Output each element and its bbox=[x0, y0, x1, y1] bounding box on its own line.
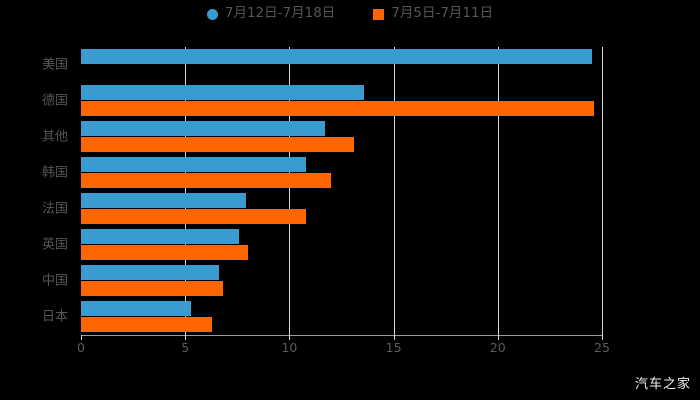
bar-row: 其他 bbox=[42, 119, 602, 155]
square-marker-icon bbox=[373, 8, 385, 20]
x-tick-label: 15 bbox=[385, 340, 402, 355]
bar-row: 英国 bbox=[42, 227, 602, 263]
gridline bbox=[602, 47, 603, 335]
x-tick-label: 20 bbox=[489, 340, 506, 355]
x-tick-mark bbox=[81, 335, 82, 340]
y-axis-category-label: 德国 bbox=[41, 93, 68, 109]
y-axis-category-label: 法国 bbox=[41, 201, 68, 217]
bar-series-1[interactable] bbox=[81, 229, 240, 244]
bar-series-2[interactable] bbox=[81, 173, 332, 188]
plot-area: 0 5 10 15 20 25 美国德国其他韩国法国英国中国日本 bbox=[42, 47, 610, 354]
gridline bbox=[289, 47, 291, 335]
bar-series-1[interactable] bbox=[81, 265, 219, 280]
bar-series-2[interactable] bbox=[81, 209, 307, 224]
x-tick-mark bbox=[602, 335, 603, 340]
bar-series-2[interactable] bbox=[81, 137, 354, 152]
y-axis-category-label: 英国 bbox=[41, 237, 68, 253]
x-tick-label: 25 bbox=[594, 340, 610, 355]
x-tick-mark bbox=[393, 335, 395, 340]
bar-series-1[interactable] bbox=[81, 49, 592, 64]
legend-item-series-1[interactable]: 7月12日-7月18日 bbox=[206, 5, 336, 22]
bar-row: 法国 bbox=[42, 191, 602, 227]
legend-item-series-2[interactable]: 7月5日-7月11日 bbox=[373, 7, 493, 21]
x-tick-mark bbox=[185, 335, 187, 340]
y-axis-category-label: 其他 bbox=[41, 129, 68, 145]
gridline bbox=[185, 47, 187, 335]
x-tick-mark bbox=[497, 335, 499, 340]
y-axis-category-label: 中国 bbox=[41, 273, 68, 289]
gridline bbox=[497, 47, 499, 335]
bar-row: 美国 bbox=[42, 47, 602, 83]
bar-series-1[interactable] bbox=[81, 85, 365, 100]
legend-label-series-2: 7月5日-7月11日 bbox=[391, 5, 494, 22]
x-axis-line bbox=[81, 335, 602, 336]
x-tick-label: 10 bbox=[281, 340, 298, 355]
bar-series-1[interactable] bbox=[81, 157, 307, 172]
bar-row: 中国 bbox=[42, 263, 602, 299]
bar-series-2[interactable] bbox=[81, 245, 248, 260]
bar-row: 韩国 bbox=[42, 155, 602, 191]
watermark-label: 汽车之家 bbox=[634, 377, 691, 392]
bar-row: 德国 bbox=[42, 83, 602, 119]
circle-marker-icon bbox=[206, 8, 218, 20]
y-axis-category-label: 美国 bbox=[41, 57, 68, 73]
x-tick-label: 0 bbox=[77, 340, 85, 355]
bar-series-1[interactable] bbox=[81, 193, 246, 208]
bar-series-2[interactable] bbox=[81, 281, 223, 296]
bar-row: 日本 bbox=[42, 299, 602, 335]
y-axis-category-label: 日本 bbox=[41, 309, 68, 325]
bar-series-2[interactable] bbox=[81, 101, 594, 116]
x-tick-mark bbox=[289, 335, 291, 340]
bar-series-2[interactable] bbox=[81, 317, 213, 332]
chart-legend: 7月12日-7月18日 7月5日-7月11日 bbox=[0, 0, 700, 28]
gridline bbox=[393, 47, 395, 335]
bar-series-1[interactable] bbox=[81, 301, 192, 316]
y-axis-category-label: 韩国 bbox=[41, 165, 68, 181]
legend-label-series-1: 7月12日-7月18日 bbox=[224, 5, 336, 22]
bar-series-1[interactable] bbox=[81, 121, 325, 136]
x-tick-label: 5 bbox=[181, 340, 190, 355]
